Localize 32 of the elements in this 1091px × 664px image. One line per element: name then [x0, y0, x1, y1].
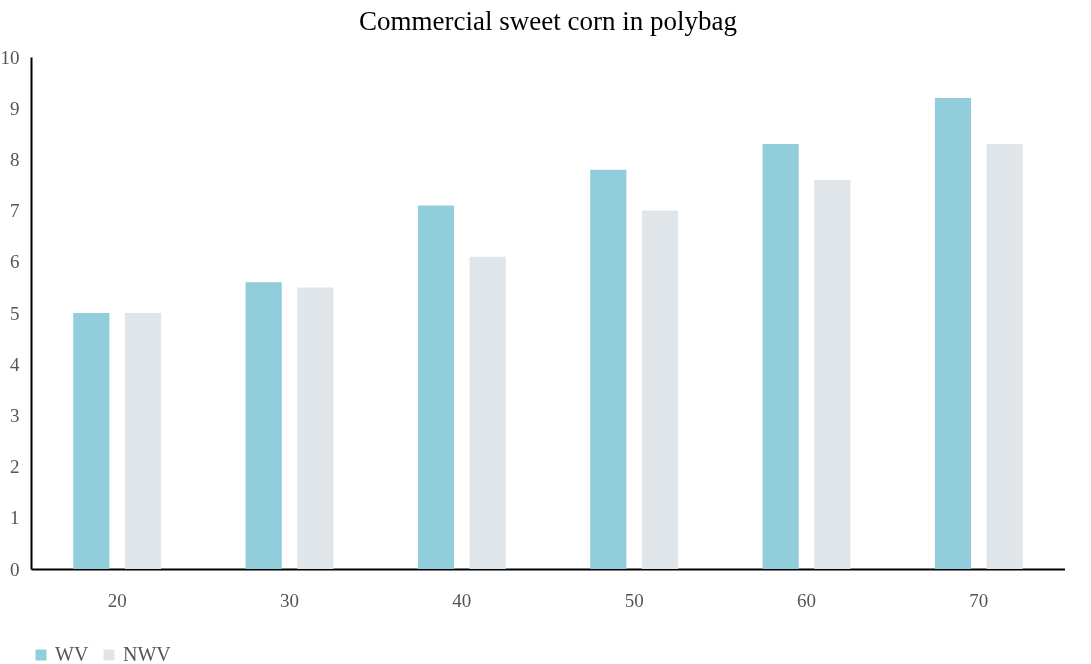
y-tick-label: 4: [10, 353, 20, 375]
legend-label: NWV: [123, 643, 172, 664]
legend-label: WV: [55, 643, 89, 664]
y-tick-label: 5: [10, 302, 20, 324]
bar: [762, 144, 799, 569]
bar: [297, 287, 334, 569]
bar: [469, 256, 506, 569]
x-tick-label: 30: [280, 589, 299, 611]
bar: [641, 210, 679, 569]
x-tick-label: 50: [624, 589, 644, 611]
bar: [73, 313, 110, 569]
y-tick-label: 2: [10, 456, 20, 478]
y-tick-label: 9: [10, 97, 20, 119]
x-tick-label: 20: [107, 589, 127, 611]
bar: [934, 97, 972, 569]
y-tick-label: 3: [10, 404, 20, 426]
x-tick-label: 40: [452, 589, 472, 611]
x-tick-label: 60: [797, 589, 816, 611]
y-tick-label: 10: [0, 46, 20, 68]
x-tick-label: 70: [969, 589, 989, 611]
y-tick-label: 0: [10, 558, 20, 580]
y-tick-label: 1: [10, 507, 20, 529]
y-tick-label: 8: [10, 148, 20, 170]
bar: [124, 313, 162, 569]
bar: [986, 144, 1023, 569]
chart-title: Commercial sweet corn in polybag: [359, 6, 737, 36]
y-tick-label: 7: [10, 200, 20, 222]
bar: [245, 282, 282, 569]
bar: [814, 179, 851, 569]
y-tick-label: 6: [10, 251, 20, 273]
bar: [590, 169, 627, 569]
bar: [417, 205, 455, 569]
